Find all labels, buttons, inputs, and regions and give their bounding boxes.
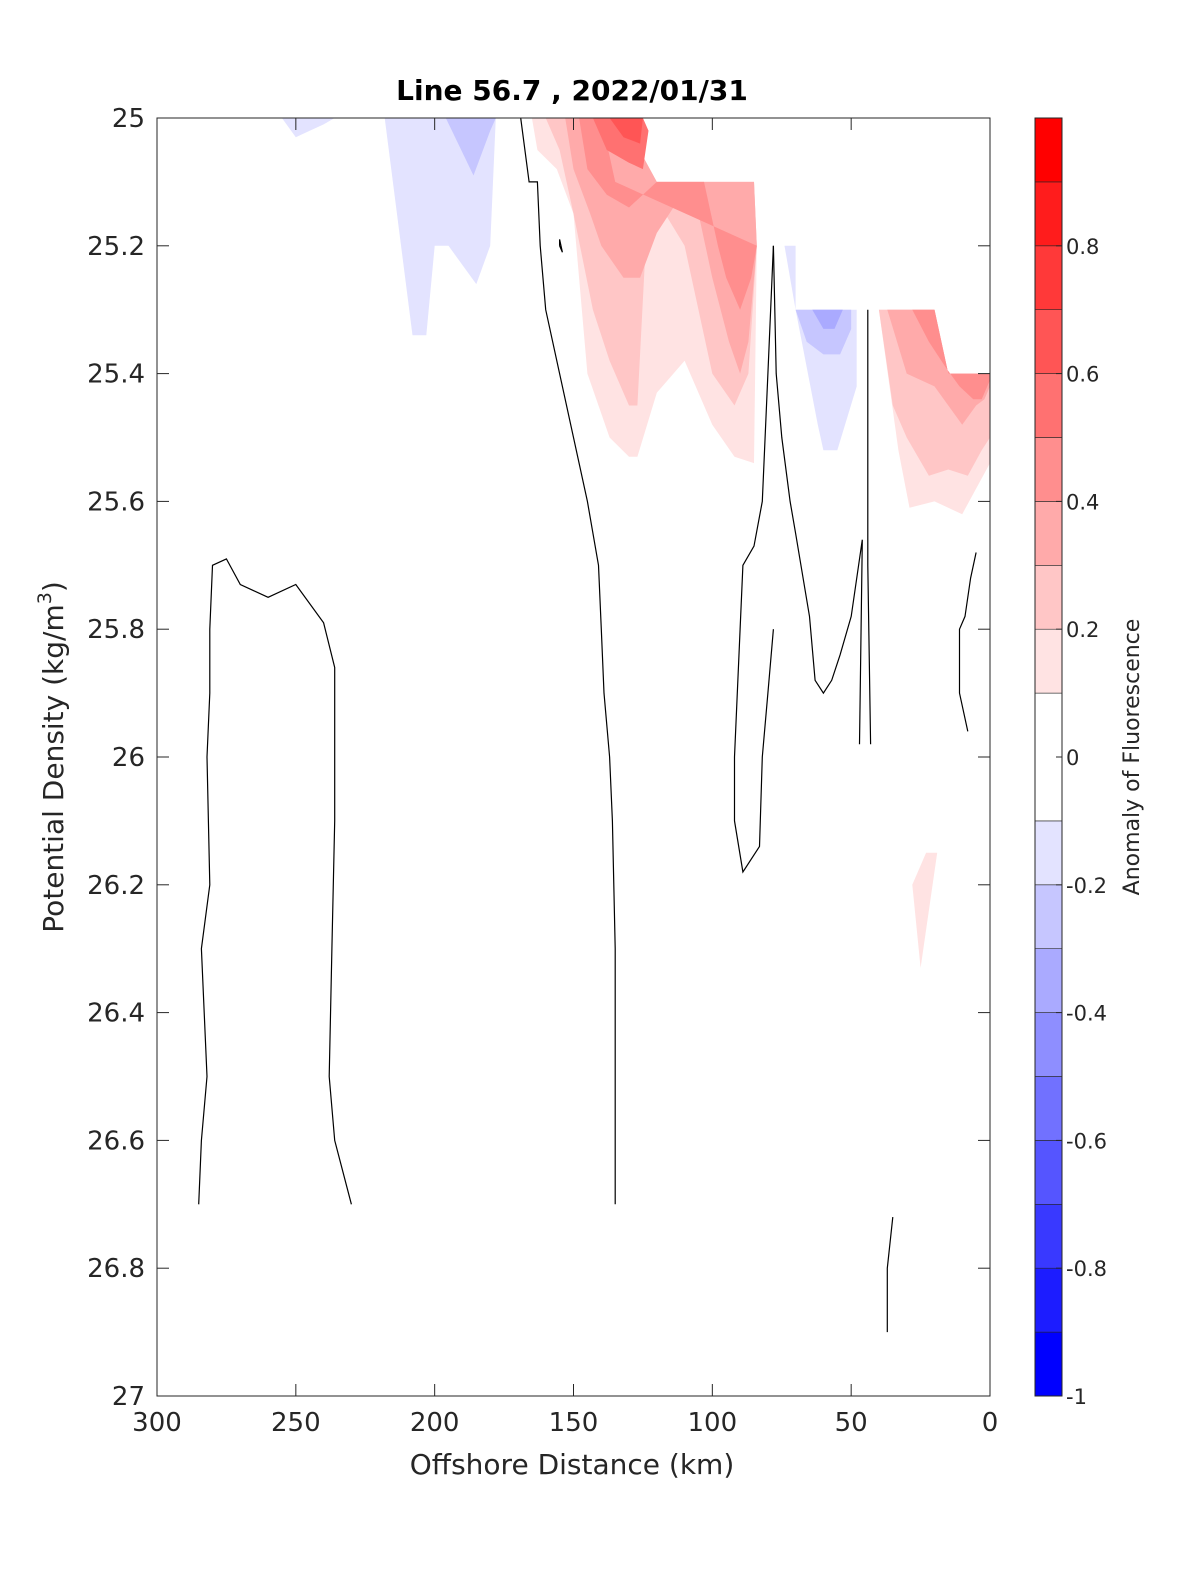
x-axis-label: Offshore Distance (km) bbox=[410, 1448, 735, 1481]
x-axis: 300 250 200 150 100 50 0 bbox=[132, 118, 998, 1438]
chart-title: Line 56.7 , 2022/01/31 bbox=[396, 74, 748, 107]
filled-contour-region bbox=[887, 309, 990, 425]
colorbar-swatch bbox=[1034, 948, 1063, 1013]
x-tick-label: 150 bbox=[549, 1408, 599, 1438]
zero-contour-lines bbox=[198, 117, 977, 1333]
colorbar-swatch bbox=[1034, 309, 1063, 374]
colorbar-swatch bbox=[1034, 437, 1063, 502]
y-tick-label: 25.8 bbox=[87, 615, 145, 645]
colorbar-swatch bbox=[1034, 884, 1063, 949]
colorbar-tick-label: -0.6 bbox=[1066, 1129, 1107, 1153]
x-tick-label: 250 bbox=[271, 1408, 321, 1438]
filled-contour-region bbox=[281, 118, 335, 138]
filled-contours bbox=[281, 118, 990, 968]
colorbar-tick-label: -0.8 bbox=[1066, 1257, 1107, 1281]
y-axis: 25 25.2 25.4 25.6 25.8 26 26.2 26.4 26.6 26.8 27 bbox=[87, 104, 990, 1412]
y-tick-label: 26.4 bbox=[87, 999, 145, 1029]
colorbar-tick-label: 0.6 bbox=[1066, 363, 1099, 387]
filled-contour-region bbox=[579, 118, 757, 310]
filled-contour-region bbox=[384, 118, 496, 336]
y-tick-label: 25.6 bbox=[87, 487, 145, 517]
colorbar-swatch bbox=[1034, 628, 1063, 694]
colorbar-swatch bbox=[1034, 1204, 1063, 1269]
colorbar-swatch bbox=[1034, 501, 1063, 566]
colorbar-tick-label: 0 bbox=[1066, 746, 1079, 770]
x-tick-label: 0 bbox=[982, 1408, 999, 1438]
contour-line bbox=[958, 552, 977, 732]
colorbar-label: Anomaly of Fluorescence bbox=[1120, 619, 1145, 896]
filled-contour-region bbox=[912, 309, 990, 400]
colorbar-swatch bbox=[1034, 820, 1063, 886]
contour-line bbox=[520, 117, 616, 1205]
colorbar-swatch bbox=[1034, 117, 1063, 183]
y-axis-label: Potential Density (kg/m3) bbox=[34, 581, 70, 933]
filled-contour-region bbox=[912, 852, 938, 968]
plot-background bbox=[157, 118, 990, 1396]
filled-contour-region bbox=[812, 309, 843, 329]
x-tick-label: 200 bbox=[410, 1408, 460, 1438]
x-tick-label: 300 bbox=[132, 1408, 182, 1438]
colorbar-swatch bbox=[1034, 373, 1063, 438]
y-tick-label: 27 bbox=[112, 1382, 145, 1412]
colorbar-swatch bbox=[1034, 1076, 1063, 1141]
colorbar: -1 -0.8 -0.6 -0.4 -0.2 0 0.2 0.4 0.6 0.8 bbox=[1034, 117, 1107, 1409]
colorbar-ticks: -1 -0.8 -0.6 -0.4 -0.2 0 0.2 0.4 0.6 0.8 bbox=[1056, 235, 1107, 1409]
y-tick-label: 25 bbox=[112, 104, 145, 134]
x-tick-label: 100 bbox=[688, 1408, 738, 1438]
y-tick-label: 26 bbox=[112, 743, 145, 773]
contour-line bbox=[772, 245, 863, 745]
colorbar-swatch bbox=[1034, 1140, 1063, 1205]
y-axis-label-tail: ) bbox=[37, 581, 70, 592]
contour-line bbox=[867, 309, 872, 745]
contour-line bbox=[886, 1217, 894, 1333]
filled-contour-region bbox=[609, 118, 643, 144]
y-tick-label: 25.4 bbox=[87, 360, 145, 390]
colorbar-swatch bbox=[1034, 1012, 1063, 1077]
x-tick-label: 50 bbox=[835, 1408, 868, 1438]
y-tick-label: 26.8 bbox=[87, 1254, 145, 1284]
filled-contour-region bbox=[445, 118, 496, 176]
contour-line bbox=[558, 239, 563, 253]
colorbar-tick-label: -0.4 bbox=[1066, 1002, 1107, 1026]
plot-area: 300 250 200 150 100 50 0 2525.225.425.625.8262… bbox=[87, 104, 998, 1438]
colorbar-tick-label: -0.2 bbox=[1066, 874, 1107, 898]
colorbar-swatch bbox=[1034, 181, 1063, 247]
y-axis-label-main: Potential Density (kg/m bbox=[37, 604, 70, 933]
colorbar-swatch bbox=[1034, 245, 1063, 311]
contour-line bbox=[733, 245, 774, 874]
colorbar-tick-label: 0.4 bbox=[1066, 490, 1099, 514]
y-tick-label: 26.6 bbox=[87, 1126, 145, 1156]
colorbar-tick-label: -1 bbox=[1066, 1385, 1087, 1409]
colorbar-swatch bbox=[1034, 564, 1063, 630]
y-tick-label: 25.2 bbox=[87, 232, 145, 262]
colorbar-tick-label: 0.8 bbox=[1066, 235, 1099, 259]
y-tick-label: 26.2 bbox=[87, 871, 145, 901]
colorbar-tick-label: 0.2 bbox=[1066, 618, 1099, 642]
contour-line bbox=[198, 558, 352, 1205]
colorbar-swatch bbox=[1034, 1267, 1063, 1333]
colorbar-swatch bbox=[1034, 1331, 1063, 1397]
y-axis-label-superscript: 3 bbox=[34, 592, 56, 604]
